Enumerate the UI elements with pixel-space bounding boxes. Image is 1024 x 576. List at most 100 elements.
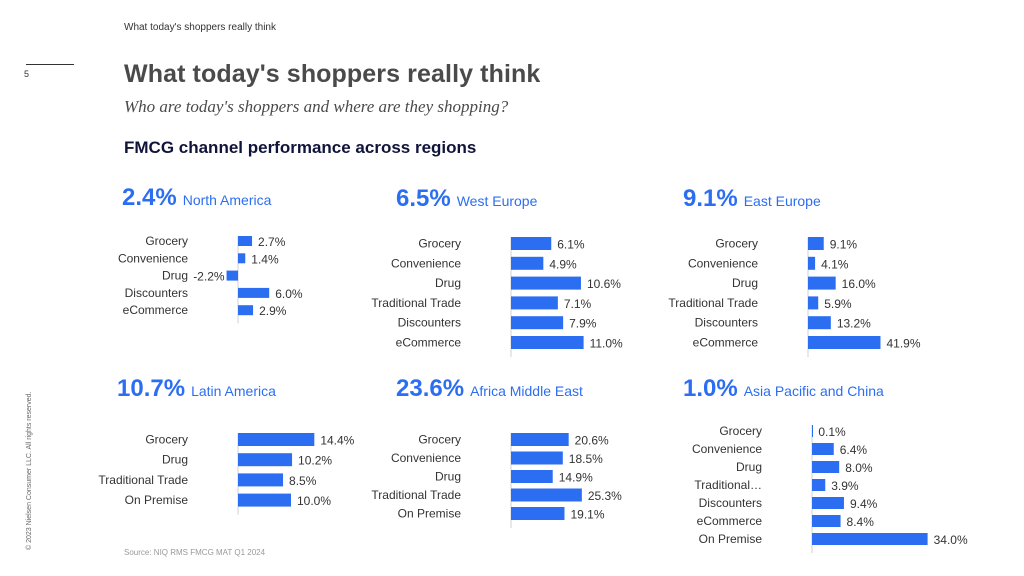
data-label-west-europe-1: 4.9% <box>549 257 577 271</box>
bar-asia-pacific-and-china-2 <box>812 461 840 473</box>
category-label-africa-middle-east-0: Grocery <box>418 433 461 447</box>
data-label-north-america-2: -2.2% <box>193 270 225 284</box>
data-label-asia-pacific-and-china-4: 9.4% <box>850 497 878 511</box>
region-name-north-america: North America <box>183 192 272 208</box>
data-label-north-america-3: 6.0% <box>275 287 303 301</box>
region-name-latin-america: Latin America <box>191 383 276 399</box>
bar-africa-middle-east-4 <box>511 507 565 520</box>
bar-north-america-2 <box>226 270 238 281</box>
bar-africa-middle-east-2 <box>511 470 553 483</box>
headline-value-west-europe: 6.5% <box>396 185 451 212</box>
data-label-east-europe-5: 41.9% <box>886 337 920 351</box>
bar-latin-america-3 <box>238 493 291 507</box>
data-label-asia-pacific-and-china-2: 8.0% <box>845 461 873 475</box>
bar-africa-middle-east-1 <box>511 451 563 465</box>
bar-asia-pacific-and-china-0 <box>812 425 813 437</box>
page-title: What today's shoppers really think <box>124 60 541 88</box>
category-label-africa-middle-east-2: Drug <box>435 470 461 484</box>
headline-value-asia-pacific-and-china: 1.0% <box>683 375 738 402</box>
data-label-africa-middle-east-3: 25.3% <box>588 489 622 503</box>
bar-east-europe-4 <box>808 316 831 330</box>
data-label-west-europe-3: 7.1% <box>564 297 592 311</box>
bar-africa-middle-east-0 <box>511 433 569 446</box>
bar-east-europe-1 <box>808 256 816 270</box>
category-label-east-europe-5: eCommerce <box>693 336 759 350</box>
data-label-latin-america-3: 10.0% <box>297 494 331 508</box>
category-label-africa-middle-east-1: Convenience <box>391 451 461 465</box>
data-label-west-europe-2: 10.6% <box>587 277 621 291</box>
bar-east-europe-5 <box>808 336 881 349</box>
bar-north-america-4 <box>238 305 254 316</box>
category-label-west-europe-4: Discounters <box>398 316 461 330</box>
category-label-north-america-4: eCommerce <box>123 303 189 317</box>
category-label-asia-pacific-and-china-4: Discounters <box>699 496 762 510</box>
data-label-north-america-4: 2.9% <box>259 304 287 318</box>
category-label-west-europe-3: Traditional Trade <box>371 296 461 310</box>
region-name-east-europe: East Europe <box>744 193 821 209</box>
category-label-north-america-1: Convenience <box>118 251 188 265</box>
category-label-asia-pacific-and-china-1: Convenience <box>692 442 762 456</box>
bar-north-america-3 <box>238 287 270 298</box>
data-label-africa-middle-east-2: 14.9% <box>559 471 593 485</box>
category-label-west-europe-5: eCommerce <box>396 336 462 350</box>
category-label-latin-america-3: On Premise <box>125 493 189 507</box>
data-label-asia-pacific-and-china-1: 6.4% <box>840 443 868 457</box>
headline-value-latin-america: 10.7% <box>117 375 185 402</box>
data-label-east-europe-3: 5.9% <box>824 297 852 311</box>
bar-west-europe-0 <box>511 237 552 250</box>
category-label-east-europe-0: Grocery <box>715 237 758 251</box>
headline-value-east-europe: 9.1% <box>683 185 738 212</box>
category-label-north-america-0: Grocery <box>145 234 188 248</box>
category-label-asia-pacific-and-china-5: eCommerce <box>697 514 763 528</box>
data-label-east-europe-1: 4.1% <box>821 257 849 271</box>
category-label-east-europe-3: Traditional Trade <box>668 296 758 310</box>
region-name-west-europe: West Europe <box>457 193 538 209</box>
data-label-east-europe-2: 16.0% <box>842 277 876 291</box>
category-label-east-europe-2: Drug <box>732 276 758 290</box>
data-label-west-europe-5: 11.0% <box>590 337 623 351</box>
section-title: FMCG channel performance across regions <box>124 138 477 157</box>
data-label-africa-middle-east-0: 20.6% <box>575 434 609 448</box>
category-label-africa-middle-east-3: Traditional Trade <box>371 488 461 502</box>
headline-value-north-america: 2.4% <box>122 184 177 211</box>
category-label-latin-america-1: Drug <box>162 453 188 467</box>
data-label-asia-pacific-and-china-5: 8.4% <box>847 515 875 529</box>
bar-north-america-0 <box>238 236 253 246</box>
region-name-asia-pacific-and-china: Asia Pacific and China <box>744 383 884 399</box>
bar-west-europe-3 <box>511 296 558 310</box>
data-label-north-america-1: 1.4% <box>251 252 279 266</box>
data-label-east-europe-4: 13.2% <box>837 317 871 331</box>
bar-east-europe-0 <box>808 237 824 250</box>
bar-asia-pacific-and-china-3 <box>812 479 826 491</box>
data-label-west-europe-0: 6.1% <box>557 238 585 252</box>
bar-west-europe-4 <box>511 316 564 330</box>
bar-latin-america-1 <box>238 453 293 467</box>
data-label-north-america-0: 2.7% <box>258 235 286 249</box>
category-label-asia-pacific-and-china-2: Drug <box>736 460 762 474</box>
category-label-north-america-2: Drug <box>162 269 188 283</box>
data-label-asia-pacific-and-china-3: 3.9% <box>831 479 859 493</box>
data-label-latin-america-0: 14.4% <box>320 434 354 448</box>
category-label-africa-middle-east-4: On Premise <box>398 507 462 521</box>
category-label-asia-pacific-and-china-3: Traditional… <box>694 478 762 492</box>
category-label-west-europe-1: Convenience <box>391 256 461 270</box>
bar-west-europe-1 <box>511 256 544 270</box>
bar-asia-pacific-and-china-1 <box>812 443 834 455</box>
page-subtitle: Who are today's shoppers and where are t… <box>124 97 509 116</box>
data-label-africa-middle-east-1: 18.5% <box>569 452 603 466</box>
bar-east-europe-2 <box>808 276 836 290</box>
bar-east-europe-3 <box>808 296 819 310</box>
bar-latin-america-0 <box>238 433 315 446</box>
source-note: Source: NIQ RMS FMCG MAT Q1 2024 <box>124 548 266 557</box>
bar-asia-pacific-and-china-6 <box>812 533 928 545</box>
bar-north-america-1 <box>238 253 246 264</box>
category-label-west-europe-2: Drug <box>435 276 461 290</box>
data-label-asia-pacific-and-china-0: 0.1% <box>818 425 846 439</box>
data-label-africa-middle-east-4: 19.1% <box>570 508 604 522</box>
category-label-latin-america-2: Traditional Trade <box>98 473 188 487</box>
category-label-north-america-3: Discounters <box>125 286 188 300</box>
data-label-west-europe-4: 7.9% <box>569 317 597 331</box>
category-label-asia-pacific-and-china-0: Grocery <box>719 424 762 438</box>
bar-asia-pacific-and-china-5 <box>812 515 841 527</box>
